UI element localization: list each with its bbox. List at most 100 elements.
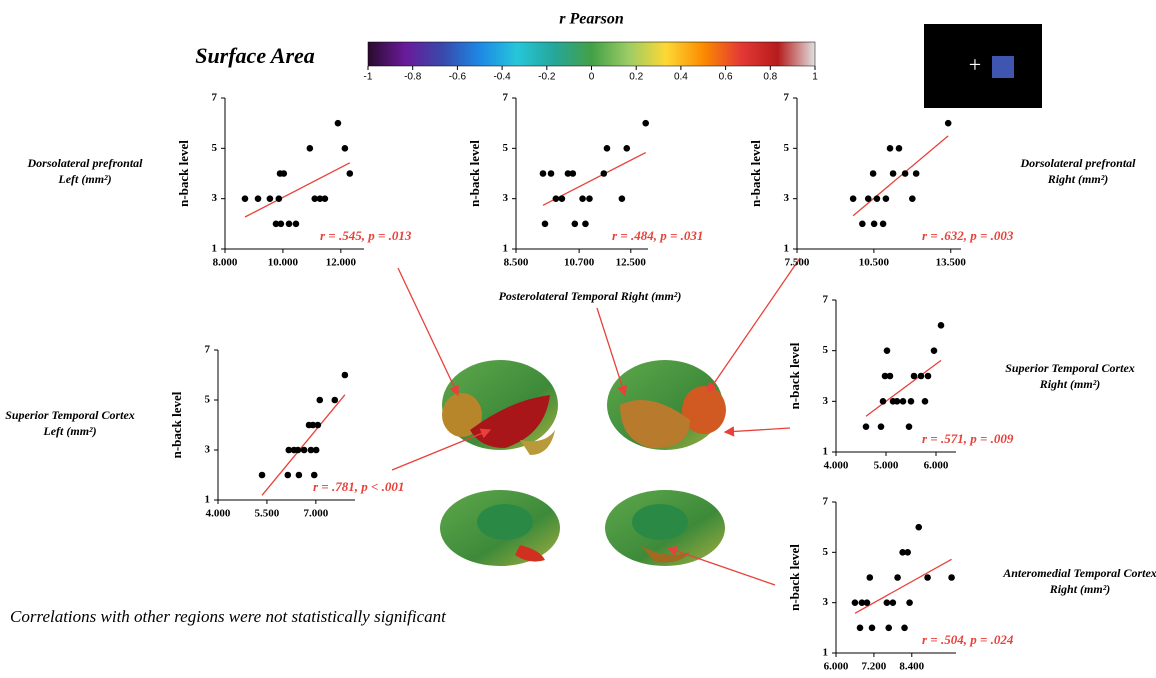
point (869, 625, 876, 632)
point (276, 195, 283, 202)
fit-line (866, 360, 941, 416)
y-tick-label: 7 (823, 496, 829, 508)
y-tick-label: 7 (503, 92, 509, 104)
point (894, 574, 901, 581)
point (874, 195, 881, 202)
point (931, 347, 938, 354)
point (313, 447, 320, 454)
y-tick-label: 3 (823, 395, 829, 407)
point (864, 599, 871, 606)
colorbar-tick-label: -0.4 (493, 72, 511, 83)
point (850, 195, 857, 202)
figure: Surface Area Correlations with other reg… (0, 0, 1156, 673)
point (852, 599, 859, 606)
point (331, 397, 338, 404)
point (880, 221, 887, 228)
colorbar-tick-label: -1 (364, 72, 373, 83)
x-tick-label: 8.000 (213, 257, 238, 269)
x-tick-label: 8.400 (899, 661, 924, 673)
region-label: Right (mm²) (1039, 377, 1101, 391)
region-label: Dorsolateral prefrontal (1019, 156, 1136, 170)
point (945, 120, 952, 127)
y-axis-label: n-back level (787, 544, 802, 611)
colorbar-tick-label: -0.8 (404, 72, 422, 83)
point (548, 170, 555, 177)
annotation: r = .504, p = .024 (922, 632, 1014, 647)
y-tick-label: 5 (503, 142, 509, 154)
point (295, 447, 302, 454)
point (278, 221, 285, 228)
fit-line (245, 163, 350, 217)
point (924, 574, 931, 581)
point (579, 195, 586, 202)
point (280, 170, 287, 177)
y-tick-label: 3 (212, 192, 218, 204)
point (915, 524, 922, 531)
x-tick-label: 10.500 (859, 257, 890, 269)
annotation: r = .632, p = .003 (922, 228, 1014, 243)
colorbar-tick-label: -0.6 (449, 72, 467, 83)
point (553, 195, 560, 202)
region-label: Superior Temporal Cortex (1005, 361, 1135, 375)
point (880, 398, 887, 405)
y-tick-label: 5 (205, 394, 211, 406)
y-tick-label: 1 (205, 494, 211, 506)
x-tick-label: 12.000 (326, 257, 357, 269)
x-tick-label: 8.500 (504, 257, 529, 269)
point (887, 373, 894, 380)
annotation: r = .545, p = .013 (320, 228, 412, 243)
point (242, 195, 249, 202)
y-tick-label: 3 (503, 192, 509, 204)
point (908, 398, 915, 405)
x-tick-label: 4.000 (206, 508, 231, 520)
point (642, 120, 649, 127)
region-label: Left (mm²) (57, 172, 111, 186)
x-tick-label: 5.500 (255, 508, 280, 520)
point (900, 398, 907, 405)
y-tick-label: 5 (823, 344, 829, 356)
y-axis-label: n-back level (169, 391, 184, 458)
y-tick-label: 1 (212, 243, 218, 255)
point (890, 599, 897, 606)
arrow (392, 430, 490, 470)
colorbar (368, 42, 815, 66)
colorbar-tick-label: 0 (589, 72, 595, 83)
point (896, 145, 903, 152)
point (586, 195, 593, 202)
point (259, 472, 266, 479)
annotation: r = .571, p = .009 (922, 431, 1014, 446)
point (870, 170, 877, 177)
x-tick-label: 7.000 (303, 508, 328, 520)
point (619, 195, 626, 202)
point (885, 625, 892, 632)
point (267, 195, 274, 202)
x-tick-label: 4.000 (824, 460, 849, 472)
point (904, 549, 911, 556)
point (623, 145, 630, 152)
x-tick-label: 6.000 (824, 661, 849, 673)
point (315, 422, 322, 429)
point (301, 447, 308, 454)
point (890, 170, 897, 177)
x-tick-label: 7.500 (785, 257, 810, 269)
x-tick-label: 10.700 (564, 257, 595, 269)
colorbar-tick-label: 0.6 (719, 72, 733, 83)
point (570, 170, 577, 177)
fit-line (855, 559, 952, 613)
point (883, 195, 890, 202)
colorbar-tick-label: 1 (812, 72, 818, 83)
point (938, 322, 945, 329)
region-label: Right (mm²) (1047, 172, 1109, 186)
point (878, 423, 885, 430)
arrow (668, 548, 775, 585)
point (894, 398, 901, 405)
region-label: Posterolateral Temporal Right (mm²) (499, 289, 682, 303)
point (572, 221, 579, 228)
y-axis-label: n-back level (467, 140, 482, 207)
region-label: Left (mm²) (42, 424, 96, 438)
y-tick-label: 7 (212, 92, 218, 104)
note: Correlations with other regions were not… (10, 607, 447, 626)
point (582, 221, 589, 228)
point (542, 221, 549, 228)
colorbar-tick-label: 0.4 (674, 72, 688, 83)
